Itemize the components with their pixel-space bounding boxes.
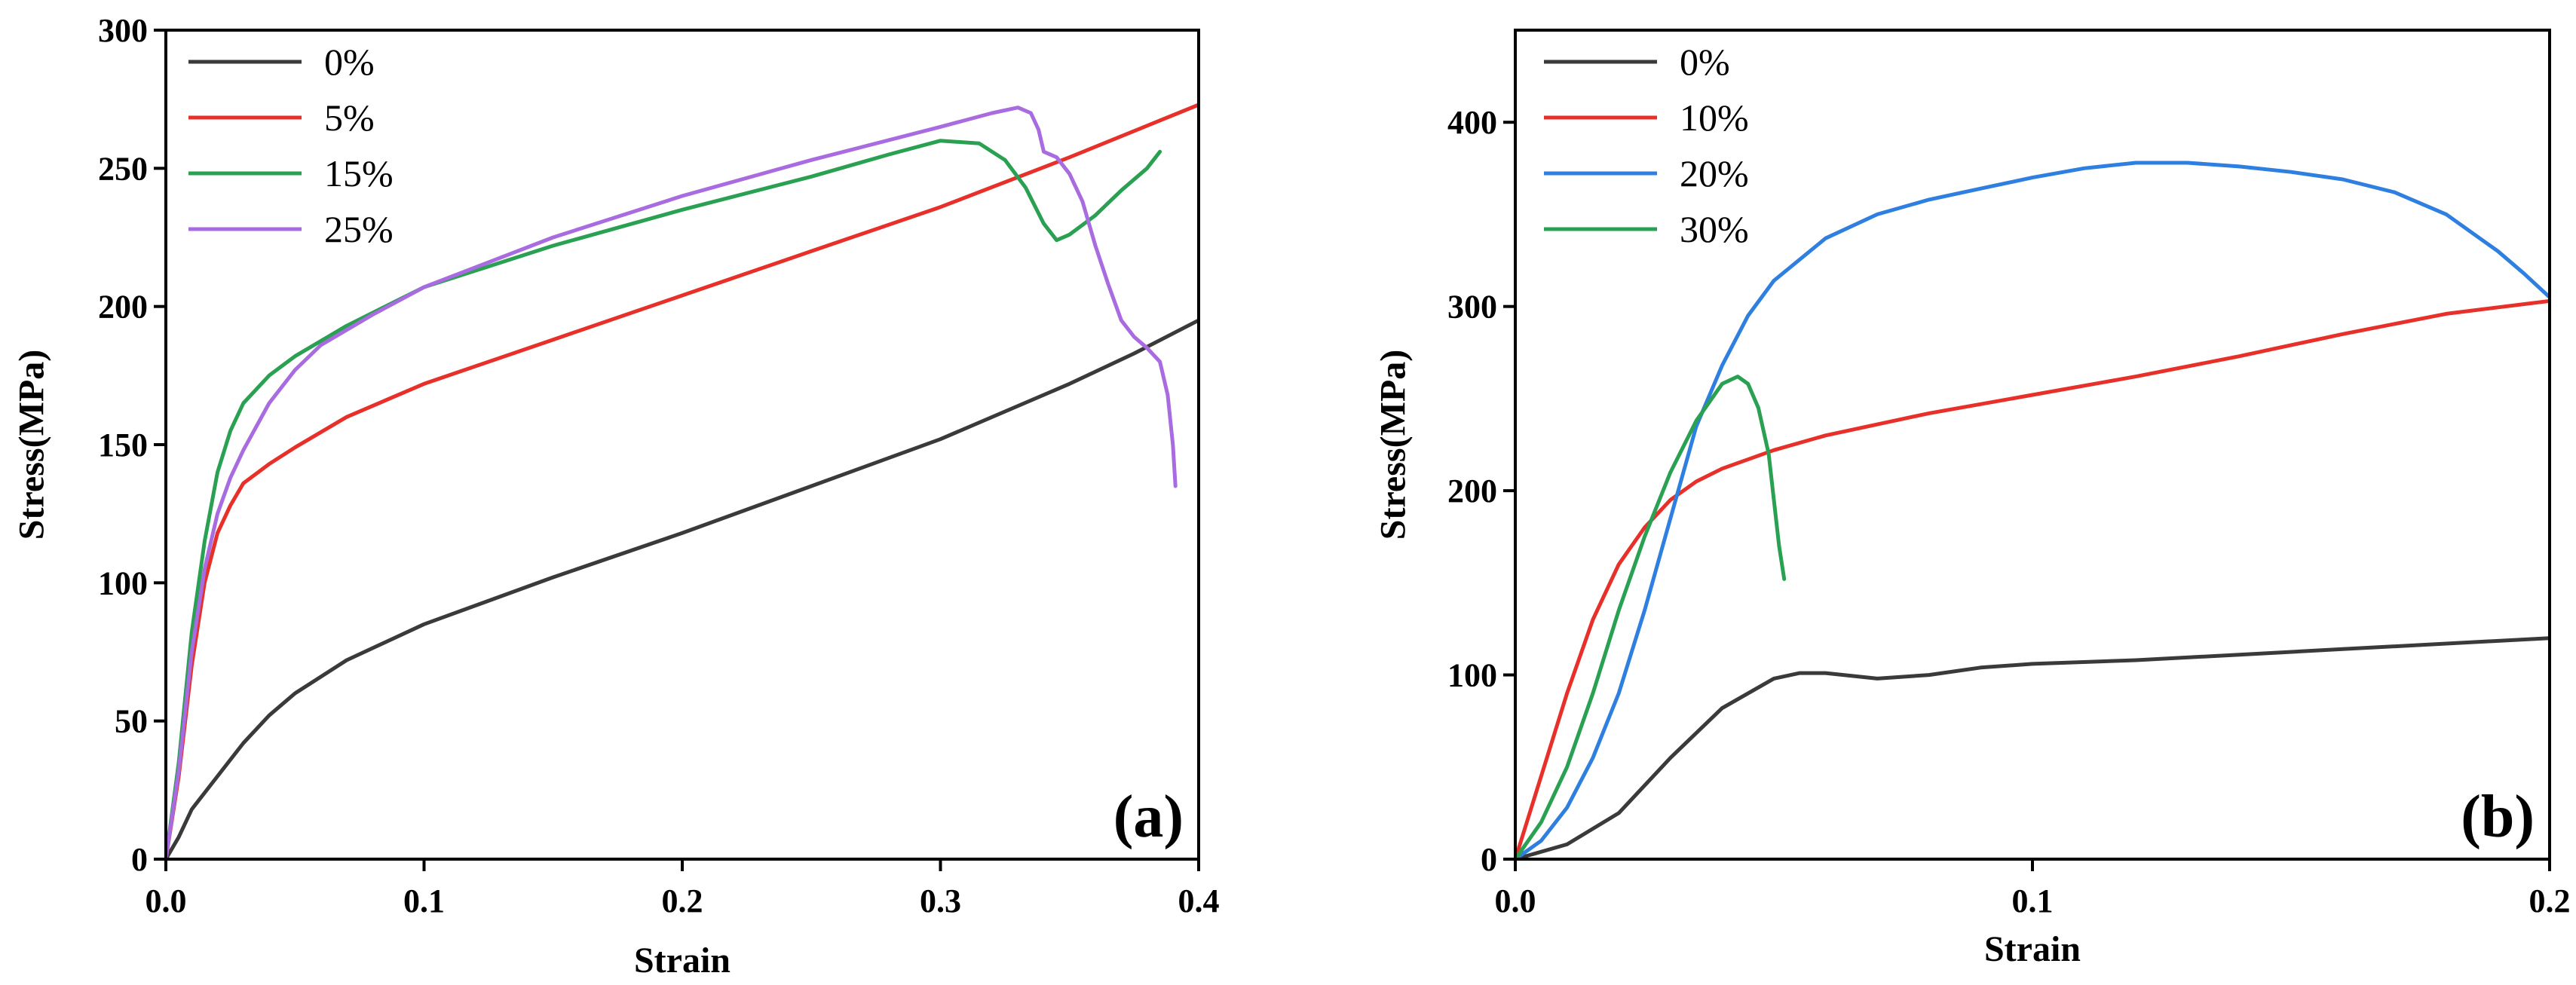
chart-b-series-20pct-line [1515, 161, 2550, 859]
chart-a: 0.0 0.1 0.2 0.3 0.4 0 50 100 150 200 250 300 Strain S… [12, 12, 1220, 980]
chart-a-legend-label: 25% [324, 208, 394, 250]
chart-a-series-0pct-line [166, 318, 1199, 859]
chart-b-x-tick-label: 0.1 [2012, 883, 2054, 919]
chart-b-legend-label: 30% [1680, 208, 1749, 250]
chart-a-y-tick-label: 100 [98, 564, 148, 601]
chart-b-y-tick-label: 100 [1447, 657, 1497, 694]
chart-b-plot-frame [1514, 29, 2551, 861]
chart-a-x-axis-title: Strain [634, 941, 731, 980]
chart-b-series-10pct-line [1515, 298, 2550, 859]
chart-a-series-15pct-line [166, 139, 1162, 859]
chart-a-x-tick-label: 0.2 [662, 883, 703, 919]
chart-b-legend-label: 20% [1680, 152, 1749, 194]
chart-a-plot-frame [164, 29, 1200, 861]
chart-a-y-tick-label: 200 [98, 289, 148, 326]
chart-a-series-5pct-line [166, 102, 1199, 859]
chart-b-y-tick-label: 200 [1447, 473, 1497, 509]
chart-b-legend-label: 0% [1680, 41, 1730, 83]
chart-a-y-tick-label: 150 [98, 427, 148, 463]
chart-b-y-tick-label: 0 [1481, 841, 1497, 878]
chart-b-y-tick-label: 400 [1447, 104, 1497, 141]
chart-a-series-25pct-line [166, 106, 1178, 859]
chart-b-y-tick-label: 300 [1447, 289, 1497, 326]
chart-a-y-tick-label: 0 [131, 841, 148, 878]
chart-b-series-30pct-line [1515, 375, 1787, 859]
chart-a-x-tick-label: 0.1 [403, 883, 445, 919]
chart-a-y-tick-label: 250 [98, 150, 148, 187]
chart-a-legend-label: 0% [324, 41, 375, 83]
chart-b: 0.0 0.1 0.2 0 100 200 300 400 Strain Stress(MPa) 0… [1374, 29, 2571, 969]
chart-b-y-axis-title: Stress(MPa) [1374, 350, 1414, 540]
chart-b-x-tick-label: 0.0 [1495, 883, 1536, 919]
chart-b-x-tick-label: 0.2 [2529, 883, 2571, 919]
chart-a-legend-label: 5% [324, 96, 375, 139]
chart-a-y-tick-label: 50 [115, 703, 148, 740]
chart-a-legend-label: 15% [324, 152, 394, 194]
chart-a-x-tick-label: 0.0 [145, 883, 187, 919]
chart-a-x-tick-label: 0.3 [920, 883, 961, 919]
chart-a-y-tick-label: 300 [98, 12, 148, 49]
chart-b-series-0pct-line [1515, 636, 2550, 859]
chart-b-legend-label: 10% [1680, 96, 1749, 139]
chart-a-panel-label: (a) [1113, 784, 1184, 850]
chart-b-x-axis-title: Strain [1984, 929, 2081, 969]
chart-a-y-axis-title: Stress(MPa) [12, 350, 52, 540]
chart-a-x-tick-label: 0.4 [1178, 883, 1220, 919]
chart-b-panel-label: (b) [2461, 784, 2535, 850]
